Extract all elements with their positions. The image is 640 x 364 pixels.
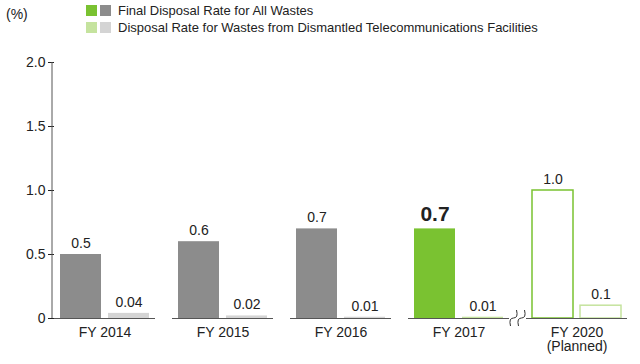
svg-text:0.1: 0.1	[591, 286, 611, 302]
svg-text:0.7: 0.7	[420, 202, 449, 225]
html-text:Disposal Rate for Wastes from: Disposal Rate for Wastes from Dismantled…	[118, 20, 538, 35]
svg-text:1.5: 1.5	[26, 118, 46, 134]
svg-text:0.5: 0.5	[71, 235, 91, 251]
svg-text:1.0: 1.0	[26, 182, 46, 198]
svg-text:FY 2016: FY 2016	[315, 324, 368, 340]
svg-text:0.01: 0.01	[469, 298, 496, 314]
svg-text:1.0: 1.0	[543, 171, 563, 187]
svg-text:FY 2014: FY 2014	[79, 324, 132, 340]
svg-text:0.7: 0.7	[307, 209, 327, 225]
svg-text:2.0: 2.0	[26, 54, 46, 70]
svg-text:FY 2015: FY 2015	[197, 324, 250, 340]
svg-text:FY 2020(Planned): FY 2020(Planned)	[547, 324, 608, 354]
svg-text:0.5: 0.5	[26, 246, 46, 262]
svg-text:0.6: 0.6	[189, 222, 209, 238]
svg-text:FY 2017: FY 2017	[433, 324, 486, 340]
svg-text:0.04: 0.04	[115, 294, 142, 310]
svg-text:0.01: 0.01	[351, 298, 378, 314]
svg-text:0.02: 0.02	[233, 296, 260, 312]
html-text:Final Disposal Rate for All Wa: Final Disposal Rate for All Wastes	[118, 3, 314, 18]
svg-text:0: 0	[38, 310, 46, 326]
